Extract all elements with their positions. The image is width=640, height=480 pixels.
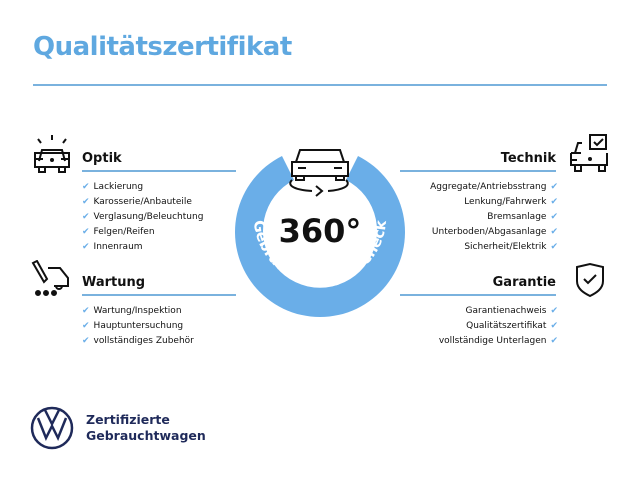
list-item: Sicherheit/Elektrik: [430, 240, 558, 255]
list-item: Karosserie/Anbauteile: [82, 195, 203, 210]
360-check-ring: 360° Gebrauchtwagen-Check: [235, 149, 405, 318]
service-car-icon: [31, 260, 69, 296]
optik-list: Lackierung Karosserie/Anbauteile Verglas…: [82, 180, 204, 255]
wartung-heading: Wartung: [82, 275, 146, 290]
list-item: vollständiges Zubehör: [82, 334, 194, 349]
list-item: Hauptuntersuchung: [82, 319, 194, 334]
ring-center-text: 360°: [279, 212, 362, 250]
list-item: Verglasung/Beleuchtung: [82, 210, 204, 225]
rotating-car-icon: [289, 149, 349, 197]
list-item: Lenkung/Fahrwerk: [430, 195, 558, 210]
title-divider: [33, 84, 607, 86]
car-lights-icon: [34, 135, 70, 173]
list-item: Felgen/Reifen: [82, 225, 203, 240]
car-check-icon: [570, 134, 608, 172]
list-item: vollständige Unterlagen: [439, 334, 558, 349]
list-item: Lackierung: [82, 180, 203, 195]
list-item: Aggregate/Antriebsstrang: [430, 180, 558, 195]
brand-text: Zertifizierte Gebrauchtwagen: [86, 412, 206, 444]
shield-check-icon: [576, 262, 604, 298]
list-item: Garantienachweis: [439, 304, 558, 319]
list-item: Innenraum: [82, 240, 203, 255]
optik-divider: [82, 170, 236, 172]
page-title: Qualitätszertifikat: [33, 32, 292, 62]
brand-line2: Gebrauchtwagen: [86, 428, 206, 443]
technik-heading: Technik: [500, 151, 556, 166]
technik-list: Aggregate/Antriebsstrang Lenkung/Fahrwer…: [430, 180, 558, 255]
wartung-list: Wartung/Inspektion Hauptuntersuchung vol…: [82, 304, 194, 349]
vw-logo: [30, 406, 74, 450]
list-item: Bremsanlage: [430, 210, 558, 225]
list-item: Qualitätszertifikat: [439, 319, 558, 334]
garantie-heading: Garantie: [492, 275, 556, 290]
brand-line1: Zertifizierte: [86, 412, 170, 427]
optik-heading: Optik: [82, 151, 122, 166]
garantie-list: Garantienachweis Qualitätszertifikat vol…: [439, 304, 558, 349]
list-item: Wartung/Inspektion: [82, 304, 194, 319]
technik-divider: [400, 170, 556, 172]
wartung-divider: [82, 294, 236, 296]
ring-arc: [235, 156, 405, 318]
garantie-divider: [400, 294, 556, 296]
list-item: Unterboden/Abgasanlage: [430, 225, 558, 240]
